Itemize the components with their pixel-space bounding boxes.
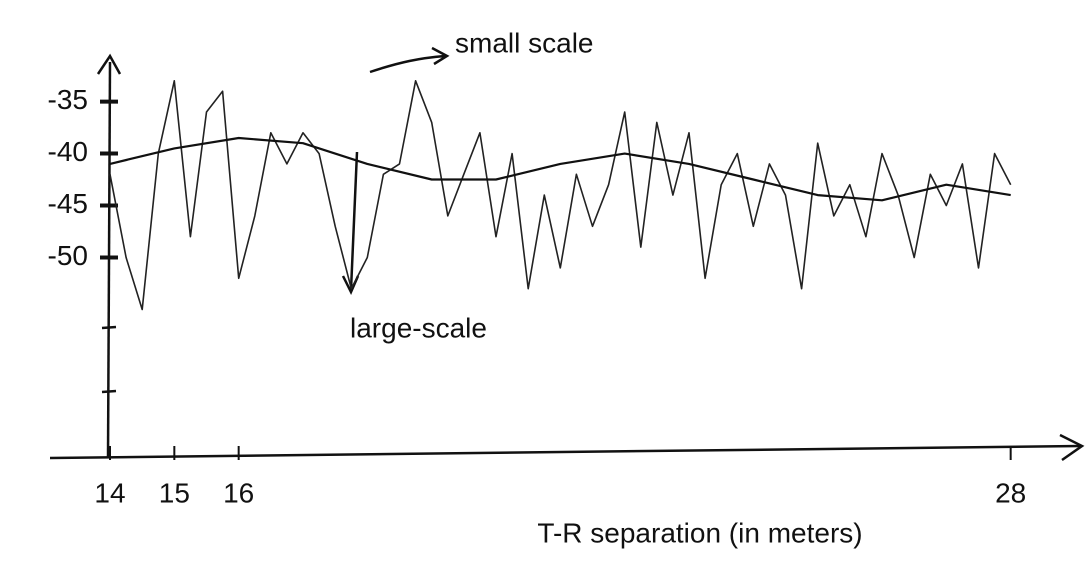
- x-axis-label: T-R separation (in meters): [537, 517, 862, 548]
- x-tick-label: 14: [94, 477, 125, 508]
- y-tick-label: -50: [48, 240, 88, 271]
- chart: T-R separation (in meters) small scale l…: [0, 0, 1092, 570]
- annotation: large-scale: [350, 312, 487, 343]
- x-tick-label: 16: [223, 477, 254, 508]
- x-tick-label: 15: [159, 477, 190, 508]
- y-tick-label: -45: [48, 188, 88, 219]
- y-tick-label: -40: [48, 136, 88, 167]
- x-tick-label: 28: [995, 477, 1026, 508]
- y-tick-label: -35: [48, 84, 88, 115]
- annotation: small scale: [455, 27, 593, 58]
